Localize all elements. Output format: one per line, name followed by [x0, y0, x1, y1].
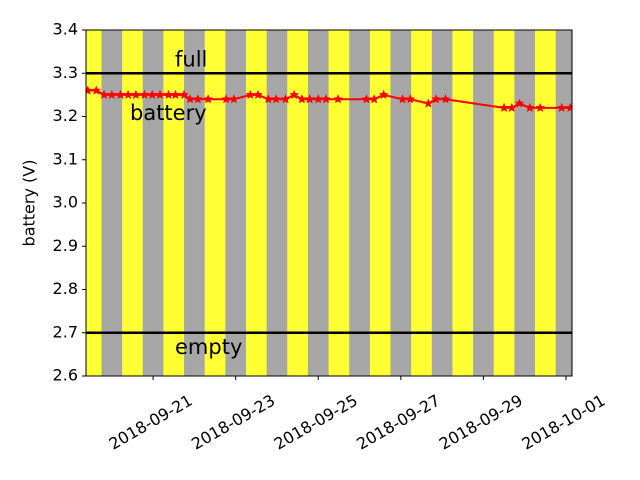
- night-span: [225, 30, 246, 376]
- x-tick-label: 2018-09-23: [188, 391, 278, 454]
- star-marker: [179, 89, 189, 100]
- star-marker: [253, 89, 263, 100]
- star-marker: [514, 98, 525, 108]
- night-span: [184, 30, 205, 376]
- star-marker: [378, 89, 389, 100]
- star-marker: [440, 94, 451, 104]
- star-marker: [431, 94, 441, 104]
- y-tick-label: 3.3: [53, 63, 78, 82]
- y-tick-label: 2.7: [53, 322, 78, 341]
- star-marker: [106, 89, 117, 100]
- star-marker: [524, 102, 535, 113]
- y-tick-label: 2.8: [53, 279, 78, 298]
- star-marker: [229, 94, 239, 104]
- star-marker: [321, 94, 331, 104]
- star-marker: [155, 89, 165, 100]
- x-tick-label: 2018-09-27: [353, 391, 443, 454]
- star-marker: [423, 98, 434, 108]
- star-marker: [130, 89, 141, 100]
- night-span: [473, 30, 494, 376]
- star-marker: [91, 85, 102, 95]
- night-span: [349, 30, 370, 376]
- x-tick-label: 2018-09-25: [271, 391, 361, 454]
- star-marker: [369, 94, 380, 104]
- night-span: [431, 30, 453, 376]
- x-tick-label: 2018-09-29: [436, 391, 526, 454]
- star-marker: [333, 94, 343, 104]
- y-tick-label: 3.4: [53, 20, 78, 39]
- star-marker: [556, 102, 567, 113]
- night-span: [514, 30, 536, 376]
- night-span: [142, 30, 164, 376]
- star-marker: [565, 102, 572, 113]
- y-tick-label: 2.9: [53, 236, 78, 255]
- y-tick-label: 3.0: [53, 193, 78, 212]
- star-marker: [405, 94, 416, 104]
- star-marker: [535, 102, 546, 113]
- star-marker: [271, 94, 282, 104]
- reference-label: empty: [175, 335, 242, 359]
- star-marker: [86, 85, 93, 95]
- star-marker: [203, 94, 214, 104]
- night-span: [307, 30, 329, 376]
- x-tick-label: 2018-10-01: [518, 391, 608, 454]
- reference-label: full: [175, 47, 207, 71]
- night-span: [555, 30, 572, 376]
- y-tick-label: 3.2: [53, 106, 78, 125]
- night-span: [266, 30, 288, 376]
- x-tick-label: 2018-09-21: [106, 391, 196, 454]
- series-label: battery: [130, 101, 207, 125]
- star-marker: [280, 94, 291, 104]
- star-marker: [170, 89, 181, 100]
- star-marker: [304, 94, 315, 104]
- star-marker: [192, 94, 203, 104]
- y-tick-label: 3.1: [53, 149, 78, 168]
- star-marker: [506, 102, 517, 113]
- night-span: [390, 30, 412, 376]
- y-axis-label: battery (V): [20, 160, 39, 247]
- plot-area: [86, 30, 572, 376]
- y-tick-label: 2.6: [53, 366, 78, 385]
- star-marker: [289, 89, 300, 100]
- night-span: [101, 30, 123, 376]
